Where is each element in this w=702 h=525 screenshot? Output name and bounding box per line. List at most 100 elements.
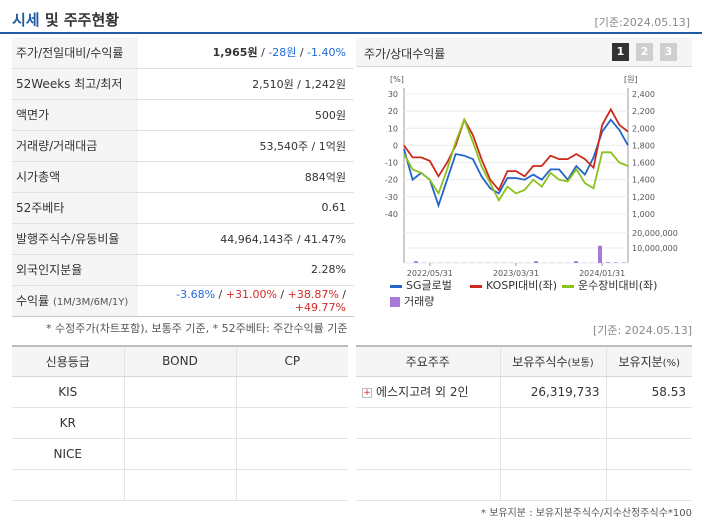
row-label: 거래량/거래대금 bbox=[12, 130, 138, 161]
title-main: 시세 bbox=[12, 11, 40, 29]
y-right-tick-label: 1,200 bbox=[632, 193, 655, 202]
chart-panel: 주가/상대수익률 1 2 3 [%] [원] 30 20 10 0 -10 -20 -30 -40… bbox=[356, 37, 692, 312]
return-1m: -3.68% bbox=[176, 288, 215, 301]
col-header: 신용등급 bbox=[12, 346, 124, 376]
volume-bar bbox=[414, 261, 418, 263]
volume-bar bbox=[598, 246, 602, 263]
plus-square-icon[interactable]: + bbox=[362, 388, 372, 398]
col-header: 보유주식수(보통) bbox=[500, 346, 606, 376]
table-header-row: 주요주주 보유주식수(보통) 보유지분(%) bbox=[356, 346, 692, 376]
separator: / bbox=[277, 288, 288, 301]
holder-name: 에스지고려 외 2인 bbox=[376, 385, 469, 399]
agency-cell: KIS bbox=[12, 376, 124, 407]
section-header: 시세 및 주주현황 [기준:2024.05.13] bbox=[0, 0, 702, 34]
row-label: 액면가 bbox=[12, 99, 138, 130]
agency-cell bbox=[12, 469, 124, 500]
table-row: KIS bbox=[12, 376, 348, 407]
par-value-row: 액면가 500원 bbox=[12, 99, 354, 130]
volume-bar bbox=[614, 262, 618, 263]
y-right-tick-label: 2,200 bbox=[632, 107, 655, 116]
holder-pct: 58.53 bbox=[606, 376, 692, 407]
price-row: 주가/전일대비/수익률 1,965원 / -28원 / -1.40% bbox=[12, 37, 354, 68]
separator: / bbox=[339, 288, 346, 301]
y-tick-label: -30 bbox=[385, 193, 398, 202]
row-label: 외국인지분율 bbox=[12, 254, 138, 285]
agency-cell: NICE bbox=[12, 438, 124, 469]
price-table-note: * 수정주가(차트포함), 보통주 기준, * 52주베타: 주간수익률 기준 bbox=[46, 320, 348, 336]
price-rate: -1.40% bbox=[307, 46, 346, 59]
legend-label: SG글로벌 bbox=[406, 279, 452, 292]
beta-row: 52주베타 0.61 bbox=[12, 192, 354, 223]
period-button-1[interactable]: 1 bbox=[612, 43, 629, 61]
bond-cell bbox=[124, 376, 236, 407]
y-tick-label: 10 bbox=[388, 124, 398, 133]
empty-cell bbox=[606, 407, 692, 438]
left-axis-unit: [%] bbox=[390, 75, 404, 84]
base-date: [기준:2024.05.13] bbox=[594, 14, 690, 30]
row-value: 0.61 bbox=[138, 192, 354, 223]
chart-base-date: [기준: 2024.05.13] bbox=[593, 322, 692, 338]
market-cap-row: 시가총액 884억원 bbox=[12, 161, 354, 192]
separator: / bbox=[258, 46, 269, 59]
row-label: 52주베타 bbox=[12, 192, 138, 223]
col-header: 주요주주 bbox=[356, 346, 500, 376]
table-row bbox=[356, 438, 692, 469]
row-label: 주가/전일대비/수익률 bbox=[12, 37, 138, 68]
returns-periods: (1M/3M/6M/1Y) bbox=[53, 297, 128, 308]
cp-cell bbox=[236, 376, 348, 407]
bond-cell bbox=[124, 438, 236, 469]
table-row bbox=[356, 469, 692, 500]
table-row: KR bbox=[12, 407, 348, 438]
legend-item-sg: SG글로벌 bbox=[390, 277, 452, 293]
col-header-text: 보유주식수 bbox=[512, 355, 567, 369]
col-header: CP bbox=[236, 346, 348, 376]
volume-row: 거래량/거래대금 53,540주 / 1억원 bbox=[12, 130, 354, 161]
major-holders-table: 주요주주 보유주식수(보통) 보유지분(%) + 에스지고려 외 2인 26,31… bbox=[356, 345, 692, 501]
title-sub: 및 주주현황 bbox=[40, 11, 119, 29]
col-header-unit: (%) bbox=[663, 358, 680, 369]
return-3m: +31.00% bbox=[226, 288, 277, 301]
legend-swatch bbox=[470, 285, 482, 288]
empty-cell bbox=[500, 407, 606, 438]
row-value: 500원 bbox=[138, 99, 354, 130]
legend-label: 운수장비대비(좌) bbox=[578, 279, 657, 292]
foreign-ratio-row: 외국인지분율 2.28% bbox=[12, 254, 354, 285]
price-table: 주가/전일대비/수익률 1,965원 / -28원 / -1.40% 52Wee… bbox=[12, 37, 354, 317]
row-label: 시가총액 bbox=[12, 161, 138, 192]
y-right-tick-label: 1,400 bbox=[632, 176, 655, 185]
cp-cell bbox=[236, 438, 348, 469]
period-button-3[interactable]: 3 bbox=[660, 43, 677, 61]
y-tick-label: 0 bbox=[393, 141, 398, 150]
chart-label: 주가/상대수익률 bbox=[364, 45, 445, 62]
table-row bbox=[12, 469, 348, 500]
y-tick-label: -40 bbox=[385, 210, 398, 219]
holder-name-cell[interactable]: + 에스지고려 외 2인 bbox=[356, 376, 500, 407]
section-title: 시세 및 주주현황 bbox=[12, 9, 119, 30]
range-row: 52Weeks 최고/최저 2,510원 / 1,242원 bbox=[12, 68, 354, 99]
price-chart: [%] [원]3020100-10-20-30-402,4002,2002,000… bbox=[356, 67, 692, 312]
row-label: 발행주식수/유동비율 bbox=[12, 223, 138, 254]
legend-swatch bbox=[390, 285, 402, 288]
y-right-tick-label: 1,800 bbox=[632, 141, 655, 150]
table-header-row: 신용등급 BOND CP bbox=[12, 346, 348, 376]
shares-row: 발행주식수/유동비율 44,964,143주 / 41.47% bbox=[12, 223, 354, 254]
chart-header: 주가/상대수익률 1 2 3 bbox=[356, 37, 692, 67]
table-row bbox=[356, 407, 692, 438]
row-value: -3.68% / +31.00% / +38.87% / +49.77% bbox=[138, 285, 354, 316]
right-axis-unit: [원] bbox=[624, 75, 638, 84]
y-right-tick-label: 1,000 bbox=[632, 210, 655, 219]
col-header-unit: (보통) bbox=[568, 358, 594, 369]
empty-cell bbox=[356, 407, 500, 438]
row-label: 52Weeks 최고/최저 bbox=[12, 68, 138, 99]
row-value: 2,510원 / 1,242원 bbox=[138, 68, 354, 99]
row-value: 53,540주 / 1억원 bbox=[138, 130, 354, 161]
col-header-text: 보유지분 bbox=[619, 355, 663, 369]
empty-cell bbox=[500, 469, 606, 500]
separator: / bbox=[296, 46, 307, 59]
table-row: + 에스지고려 외 2인 26,319,733 58.53 bbox=[356, 376, 692, 407]
period-button-2[interactable]: 2 bbox=[636, 43, 653, 61]
price-change: -28원 bbox=[268, 46, 296, 59]
credit-rating-table: 신용등급 BOND CP KIS KR NICE bbox=[12, 345, 348, 501]
row-value: 2.28% bbox=[138, 254, 354, 285]
legend-swatch bbox=[562, 285, 574, 288]
